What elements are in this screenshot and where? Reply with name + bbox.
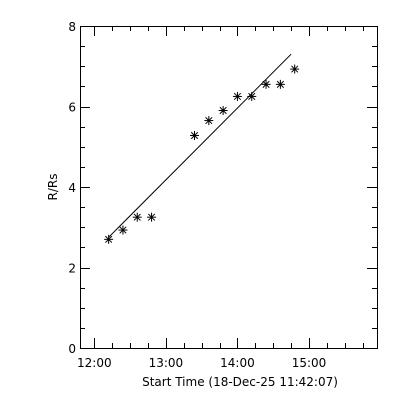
y-tick-label: 0 bbox=[68, 342, 76, 356]
marker-stroke bbox=[248, 92, 256, 101]
marker-stroke bbox=[133, 213, 141, 221]
marker-stroke bbox=[219, 106, 227, 115]
y-axis-ticks bbox=[80, 26, 377, 349]
x-axis-ticks bbox=[94, 26, 364, 348]
x-tick-label: 12:00 bbox=[77, 356, 112, 370]
y-tick-label: 8 bbox=[68, 20, 76, 34]
y-axis-tick-labels: 0 2 4 6 8 bbox=[68, 20, 76, 356]
y-axis-title: R/Rs bbox=[46, 174, 60, 201]
marker-stroke bbox=[190, 131, 199, 140]
y-tick-label: 6 bbox=[68, 101, 76, 115]
marker-stroke bbox=[205, 116, 213, 125]
marker-stroke bbox=[233, 92, 242, 101]
y-tick-label: 2 bbox=[68, 262, 76, 276]
x-tick-label: 15:00 bbox=[292, 356, 327, 370]
marker-stroke bbox=[276, 80, 284, 88]
fit-line bbox=[108, 53, 292, 238]
data-point bbox=[247, 91, 257, 101]
marker-stroke bbox=[262, 80, 270, 88]
x-axis-tick-labels: 12:00 13:00 14:00 15:00 bbox=[77, 356, 326, 370]
marker-stroke bbox=[147, 213, 156, 221]
x-tick-label: 13:00 bbox=[149, 356, 184, 370]
plot-frame bbox=[80, 26, 378, 349]
data-point bbox=[290, 64, 300, 74]
data-point bbox=[261, 79, 271, 89]
data-point bbox=[118, 225, 128, 235]
data-point bbox=[104, 234, 114, 244]
data-point bbox=[132, 212, 142, 222]
data-point bbox=[218, 106, 228, 116]
x-axis-title: Start Time (18-Dec-25 11:42:07) bbox=[142, 375, 338, 389]
data-point bbox=[275, 79, 285, 89]
y-tick-label: 4 bbox=[68, 181, 76, 195]
marker-stroke bbox=[105, 235, 113, 243]
data-point bbox=[204, 116, 214, 126]
data-points bbox=[104, 64, 300, 244]
data-point bbox=[190, 130, 200, 140]
data-point bbox=[232, 91, 242, 101]
marker-stroke bbox=[291, 65, 299, 73]
marker-stroke bbox=[119, 226, 127, 234]
data-point bbox=[147, 212, 157, 222]
x-tick-label: 14:00 bbox=[220, 356, 255, 370]
